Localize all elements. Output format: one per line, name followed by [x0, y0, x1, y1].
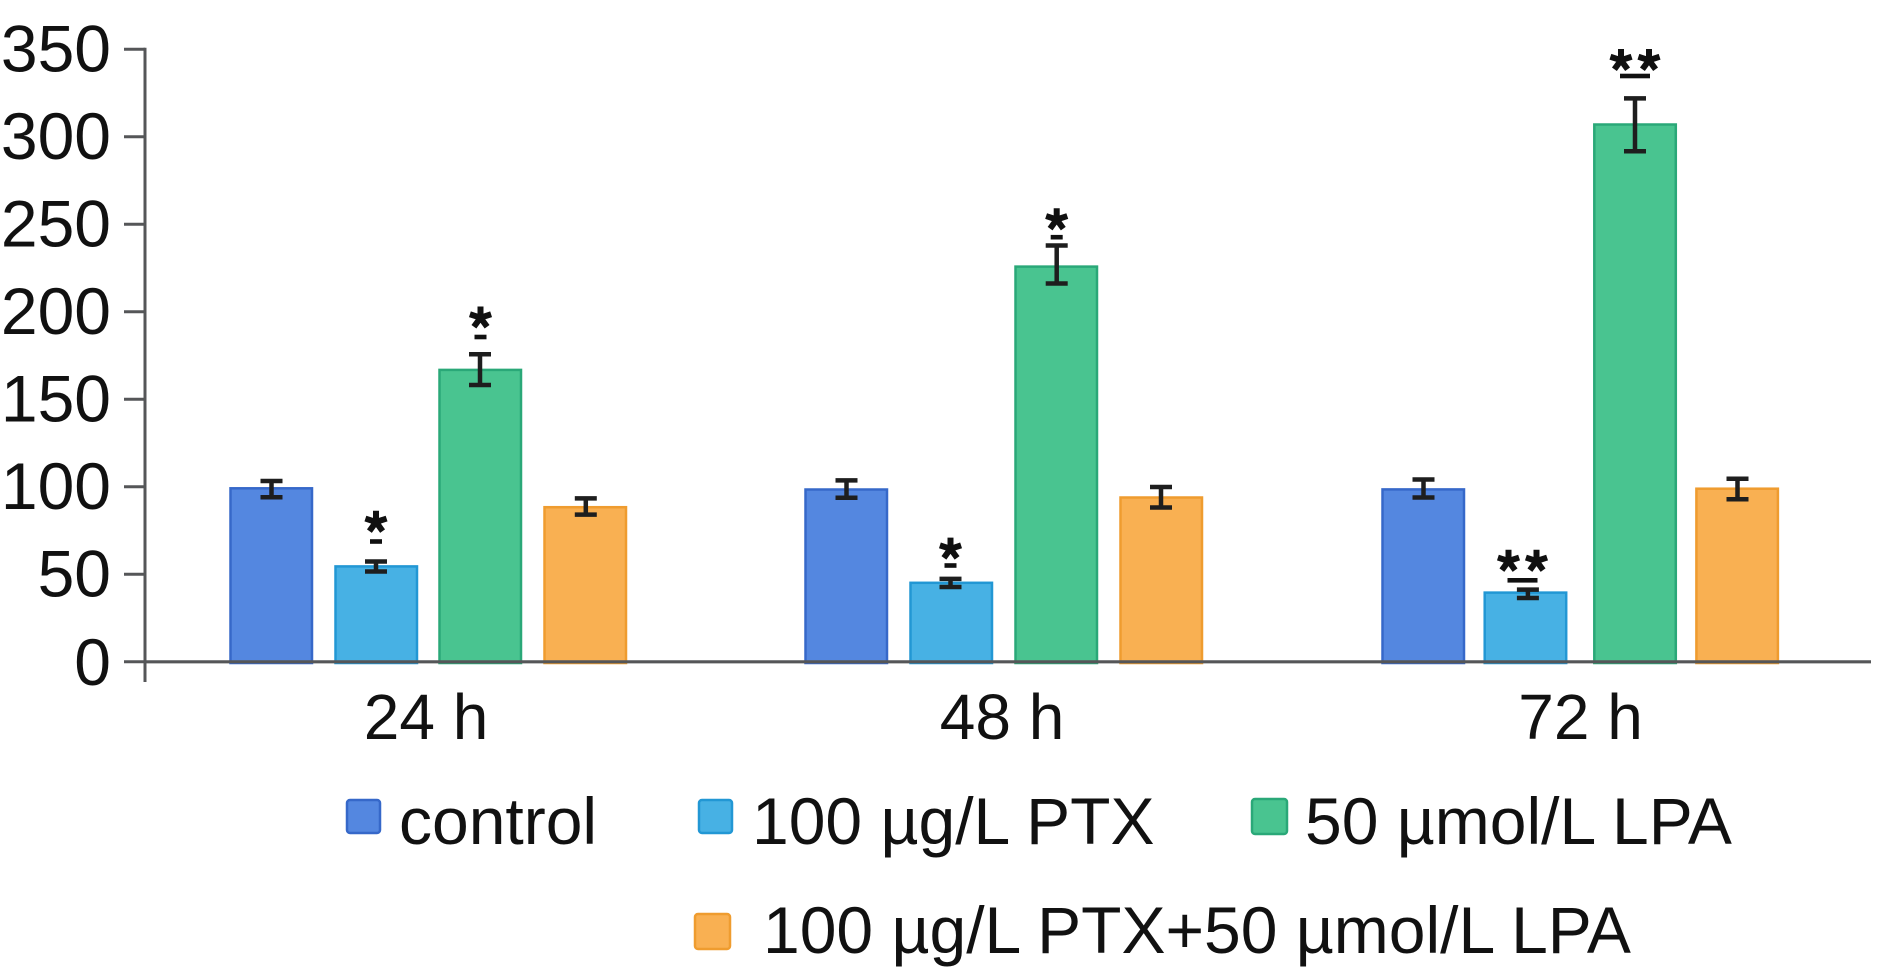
svg-text:250: 250: [1, 186, 111, 260]
svg-text:50: 50: [38, 536, 111, 610]
svg-text:0: 0: [74, 625, 111, 699]
svg-text:150: 150: [1, 361, 111, 435]
svg-text:350: 350: [1, 11, 111, 85]
svg-text:24 h: 24 h: [364, 681, 489, 753]
svg-text:72 h: 72 h: [1518, 681, 1643, 753]
svg-text:200: 200: [1, 274, 111, 348]
svg-text:control: control: [399, 784, 597, 858]
svg-text:50 µmol/L LPA: 50 µmol/L LPA: [1305, 784, 1732, 858]
svg-text:100: 100: [1, 449, 111, 523]
svg-text:48 h: 48 h: [940, 681, 1065, 753]
svg-text:100 µg/L PTX+50 µmol/L LPA: 100 µg/L PTX+50 µmol/L LPA: [763, 893, 1631, 967]
svg-text:300: 300: [1, 99, 111, 173]
svg-text:100 µg/L PTX: 100 µg/L PTX: [752, 784, 1154, 858]
